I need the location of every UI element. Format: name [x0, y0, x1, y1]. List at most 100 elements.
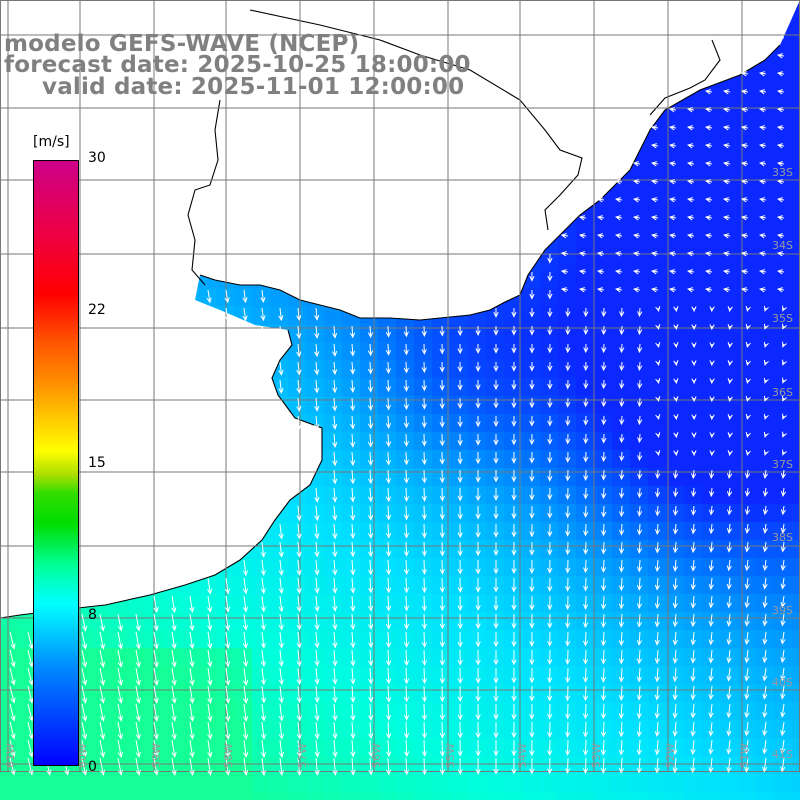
- wind-arrow: [722, 233, 731, 239]
- speed-cell: [576, 792, 595, 800]
- speed-cell: [684, 342, 703, 361]
- wind-arrow: [650, 233, 659, 239]
- wind-arrow: [547, 649, 553, 666]
- speed-cell: [576, 270, 595, 289]
- wind-arrow: [135, 667, 141, 686]
- speed-cell: [360, 666, 379, 685]
- speed-cell: [234, 576, 253, 595]
- wind-arrow: [511, 361, 517, 372]
- wind-arrow: [475, 595, 481, 611]
- speed-cell: [792, 504, 800, 523]
- speed-cell: [450, 630, 469, 649]
- wind-arrow: [547, 757, 553, 775]
- speed-cell: [738, 450, 757, 469]
- wind-arrow: [9, 757, 16, 776]
- wind-arrow: [331, 325, 338, 339]
- speed-cell: [738, 288, 757, 307]
- wind-arrow: [421, 667, 428, 685]
- wind-arrow: [722, 197, 731, 203]
- speed-cell: [792, 162, 800, 181]
- wind-arrow: [776, 107, 785, 113]
- wind-arrow: [762, 469, 769, 480]
- speed-cell: [774, 126, 793, 145]
- wind-arrow: [511, 703, 517, 720]
- speed-cell: [432, 774, 451, 793]
- wind-arrow: [332, 397, 338, 412]
- wind-arrow: [776, 125, 785, 131]
- wind-arrow: [332, 361, 338, 376]
- speed-cell: [162, 594, 181, 613]
- wind-arrow: [673, 324, 679, 331]
- speed-cell: [792, 594, 800, 613]
- wind-arrow: [314, 721, 320, 740]
- wind-arrow: [368, 613, 374, 630]
- speed-cell: [0, 648, 19, 667]
- wind-arrow: [135, 703, 141, 722]
- wind-arrow: [529, 613, 535, 629]
- speed-cell: [738, 144, 757, 163]
- speed-cell: [180, 702, 199, 721]
- speed-cell: [144, 648, 163, 667]
- speed-cell: [342, 522, 361, 541]
- wind-arrow: [582, 757, 589, 775]
- wind-arrow: [565, 649, 571, 665]
- wind-arrow: [493, 722, 499, 739]
- speed-cell: [0, 684, 19, 703]
- wind-arrow: [511, 757, 517, 775]
- wind-arrow: [475, 523, 481, 538]
- speed-cell: [756, 324, 775, 343]
- speed-cell: [648, 342, 667, 361]
- wind-arrow: [704, 161, 713, 167]
- speed-cell: [252, 630, 271, 649]
- wind-arrow: [619, 379, 625, 390]
- speed-cell: [414, 612, 433, 631]
- speed-cell: [414, 558, 433, 577]
- speed-cell: [738, 198, 757, 217]
- speed-cell: [792, 396, 800, 415]
- wind-arrow: [708, 667, 714, 682]
- speed-cell: [288, 792, 307, 800]
- speed-cell: [360, 468, 379, 487]
- wind-arrow: [601, 451, 607, 463]
- wind-arrow: [782, 449, 787, 456]
- wind-arrow: [367, 379, 374, 393]
- wind-arrow: [744, 541, 750, 553]
- wind-arrow: [654, 559, 661, 573]
- speed-cell: [180, 630, 199, 649]
- speed-cell: [396, 774, 415, 793]
- speed-cell: [738, 774, 757, 793]
- wind-arrow: [618, 721, 625, 738]
- wind-arrow: [722, 161, 731, 167]
- speed-cell: [792, 414, 800, 433]
- wind-arrow: [99, 631, 106, 650]
- speed-cell: [648, 774, 667, 793]
- wind-arrow: [421, 397, 427, 410]
- speed-cell: [324, 522, 343, 541]
- speed-cell: [504, 486, 523, 505]
- speed-cell: [216, 792, 235, 800]
- wind-arrow: [618, 667, 625, 683]
- wind-arrow: [708, 721, 714, 737]
- speed-cell: [594, 252, 613, 271]
- wind-arrow: [296, 307, 302, 322]
- speed-cell: [684, 396, 703, 415]
- speed-cell: [576, 234, 595, 253]
- speed-cell: [342, 594, 361, 613]
- wind-arrow: [439, 523, 445, 539]
- speed-cell: [18, 738, 37, 757]
- wind-arrow: [260, 685, 267, 704]
- wind-arrow: [117, 703, 123, 722]
- speed-cell: [414, 738, 433, 757]
- wind-arrow: [475, 325, 481, 336]
- land-area: [0, 0, 800, 618]
- speed-cell: [324, 414, 343, 433]
- wind-arrow: [117, 631, 123, 650]
- wind-arrow: [758, 143, 767, 149]
- speed-cell: [360, 648, 379, 667]
- wind-arrow: [744, 685, 750, 700]
- wind-arrow: [690, 685, 696, 701]
- wind-arrow: [582, 649, 589, 665]
- speed-cell: [306, 342, 325, 361]
- speed-cell: [648, 450, 667, 469]
